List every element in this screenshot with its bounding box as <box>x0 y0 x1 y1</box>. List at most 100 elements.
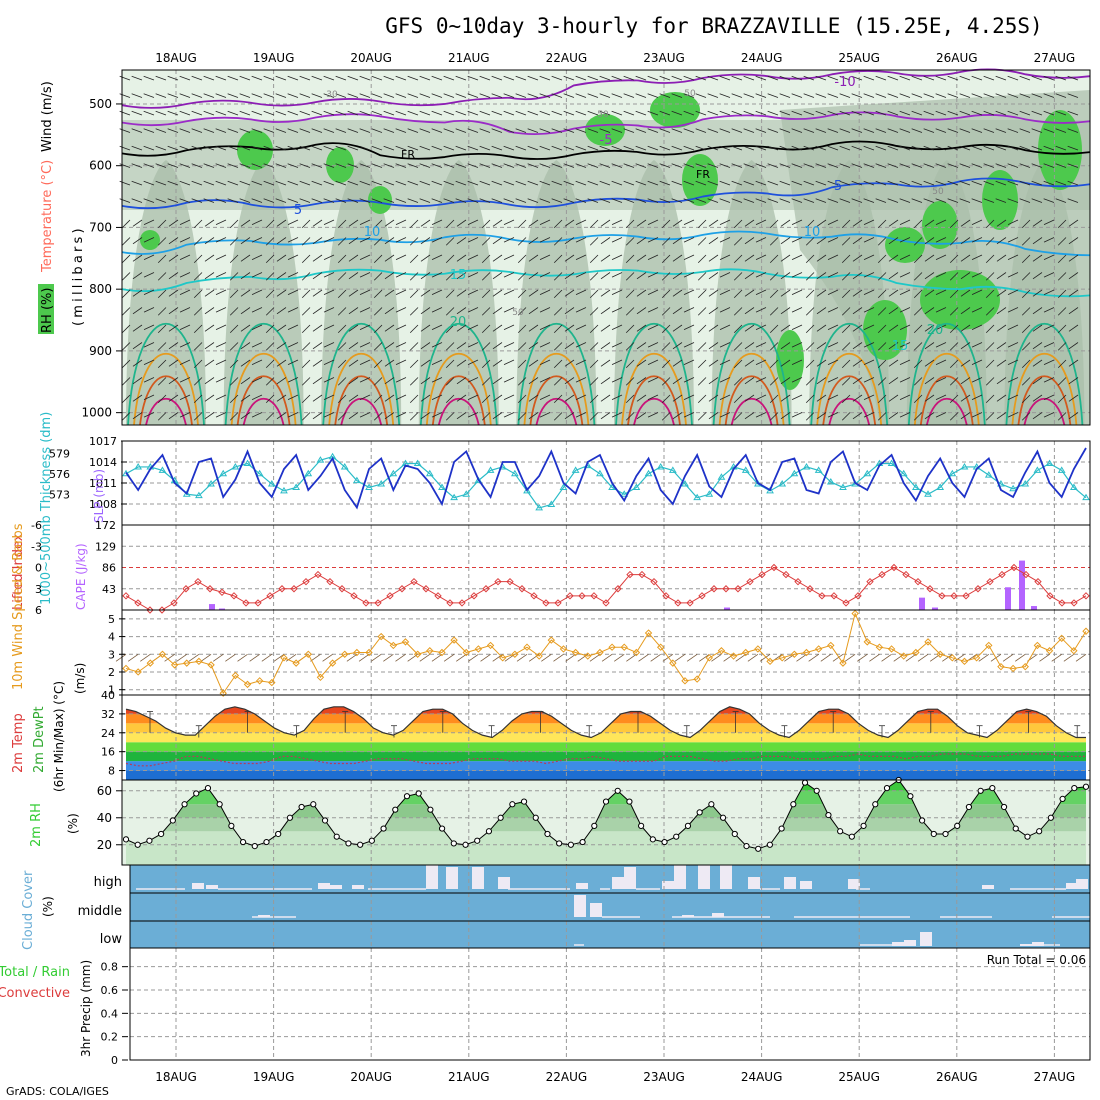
x-tick-label: 20AUG <box>350 51 392 65</box>
cloud-middle-bar <box>712 913 724 917</box>
wind-barb <box>719 359 731 366</box>
wind10m-barb <box>747 653 759 662</box>
wind-barb <box>733 359 743 369</box>
wind-barb <box>983 198 995 203</box>
wind-barb <box>731 145 743 151</box>
wind-barb <box>791 324 803 331</box>
cloud-high-bar <box>982 885 994 889</box>
wind-barb <box>1032 394 1043 402</box>
wind-barb <box>445 324 455 334</box>
data-point <box>883 784 891 792</box>
wind-barb <box>827 272 839 278</box>
wind-barb <box>852 359 863 367</box>
x-tick-label: 19AUG <box>253 1070 295 1084</box>
wind-barb <box>1007 394 1019 401</box>
wind-barb <box>1007 163 1019 168</box>
isotherm-line <box>822 375 877 426</box>
wind-barb <box>1067 145 1079 151</box>
wind-barb <box>251 289 263 296</box>
wind-barb <box>517 289 527 299</box>
wind-barb <box>539 110 551 116</box>
wind-barb <box>635 145 647 151</box>
wind-barb <box>539 180 551 186</box>
cloud-high-bar <box>662 881 674 889</box>
wind-barb <box>851 75 863 81</box>
wind-barb <box>312 219 323 227</box>
wind-barb <box>1019 110 1031 116</box>
wind-barb <box>263 145 275 151</box>
wind-barb <box>600 237 611 245</box>
wind-barb <box>971 198 983 203</box>
wind-barb <box>647 93 659 98</box>
contour-label: 5 <box>834 179 842 194</box>
wind-barb <box>132 219 143 227</box>
wind-barb <box>983 180 995 186</box>
data-point <box>263 838 270 846</box>
cape-bars <box>209 560 1037 610</box>
wind-barb <box>767 93 779 98</box>
wind-barb <box>1057 412 1067 421</box>
wind-barb <box>672 377 683 385</box>
wind-barb <box>852 254 863 262</box>
wind-barb <box>863 377 875 383</box>
wind-barb <box>263 198 275 203</box>
wind-barb <box>312 412 323 420</box>
wind-barb <box>528 394 539 402</box>
wind10m-barb <box>480 653 491 662</box>
wind-barb <box>589 394 599 404</box>
data-point <box>511 650 519 658</box>
wind-barb <box>539 254 551 261</box>
wind-barb <box>636 219 647 227</box>
data-point <box>590 592 598 600</box>
wind-barb <box>841 342 851 351</box>
rh-band <box>682 154 718 206</box>
wind-barb <box>852 342 863 350</box>
wind-barb <box>373 272 383 281</box>
wind-barb <box>1007 198 1019 203</box>
cloud-cover-panel: high middle low Cloud Cover (%) <box>21 864 1091 950</box>
wind-barb <box>384 272 395 280</box>
wind-barb <box>600 412 611 420</box>
wind-barb <box>611 180 623 186</box>
wind-barb <box>276 412 287 420</box>
wind-barb <box>528 237 539 245</box>
wind-barb <box>841 377 851 386</box>
wind-barb <box>323 75 335 81</box>
wind-barb <box>1032 219 1043 227</box>
data-point <box>900 652 908 660</box>
wind-barb <box>301 272 311 281</box>
data-point <box>122 592 130 600</box>
wind-barb <box>515 128 527 133</box>
wind-barb <box>337 342 347 351</box>
wind-barb <box>348 394 359 402</box>
wind-barb <box>971 237 983 243</box>
wind-barb <box>121 254 131 264</box>
wind-barb <box>251 237 263 243</box>
wind-barb <box>409 342 419 351</box>
wind-barb <box>647 75 659 81</box>
wind-barb <box>1043 128 1055 133</box>
isotherm-line <box>615 323 693 426</box>
wind-barb <box>551 163 563 168</box>
wind-barb <box>479 163 491 168</box>
cloud-high-bar <box>472 867 484 889</box>
wind-barb <box>276 307 287 315</box>
data-point <box>729 652 738 660</box>
wind-barb <box>407 110 419 116</box>
wind-barb <box>348 272 359 280</box>
wind-barb <box>179 237 191 243</box>
wind-barb <box>589 324 599 334</box>
wind-barb <box>935 394 947 401</box>
wind-barb <box>996 219 1007 227</box>
data-point <box>1058 599 1066 607</box>
wind-barb <box>251 377 263 383</box>
wind-barb <box>971 180 983 186</box>
wind-barb <box>575 93 587 98</box>
wind-barb <box>265 272 275 281</box>
x-axis-bottom: 18AUG 19AUG 20AUG 21AUG 22AUG 23AUG 24AUG 25AUG… <box>155 1070 1075 1084</box>
temp-band <box>126 761 1086 771</box>
wind-barb <box>287 93 299 98</box>
wind-barb <box>827 145 839 151</box>
precip-tick: 0.8 <box>101 961 119 974</box>
wind-barb <box>191 198 203 203</box>
